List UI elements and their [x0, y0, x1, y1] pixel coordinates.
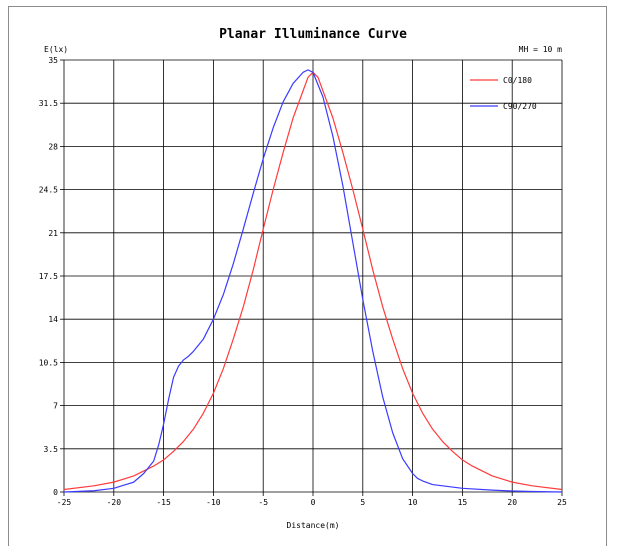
y-tick-label: 24.5: [39, 186, 58, 195]
grid: [60, 59, 563, 496]
y-tick-label: 10.5: [39, 358, 58, 367]
mounting-height-annotation: MH = 10 m: [519, 45, 563, 54]
y-axis-label: E(lx): [44, 45, 68, 54]
x-tick-label: 10: [408, 498, 418, 507]
y-tick-label: 17.5: [39, 272, 58, 281]
legend: C0/180 C90/270: [470, 76, 537, 111]
y-tick-label: 0: [53, 488, 58, 497]
x-axis-label: Distance(m): [287, 521, 340, 530]
legend-label: C0/180: [503, 76, 532, 85]
series-line-c90-270: [63, 69, 563, 493]
y-tick-label: 35: [48, 56, 58, 65]
y-tick-label: 7: [53, 402, 58, 411]
y-tick-label: 14: [48, 315, 58, 324]
x-tick-label: 0: [311, 498, 316, 507]
x-tick-label: -20: [107, 498, 122, 507]
x-tick-label: -5: [258, 498, 268, 507]
x-tick-label: -10: [206, 498, 221, 507]
chart-title: Planar Illuminance Curve: [219, 27, 407, 42]
x-tick-label: 15: [458, 498, 468, 507]
y-tick-label: 28: [48, 142, 58, 151]
series-lines: [63, 69, 563, 493]
y-tick-label: 3.5: [44, 445, 59, 454]
x-tick-label: -25: [57, 498, 72, 507]
y-tick-label: 21: [48, 229, 58, 238]
legend-label: C90/270: [503, 102, 537, 111]
tick-labels: -25 -20 -15 -10 -5 0 5 10 15 20 25 0 3.5 7 10.5 14 17.5 2…: [39, 56, 567, 507]
x-tick-label: -15: [156, 498, 171, 507]
x-tick-label: 20: [507, 498, 517, 507]
x-tick-label: 5: [360, 498, 365, 507]
y-tick-label: 31.5: [39, 99, 58, 108]
x-tick-label: 25: [557, 498, 567, 507]
chart-frame: [8, 6, 607, 546]
